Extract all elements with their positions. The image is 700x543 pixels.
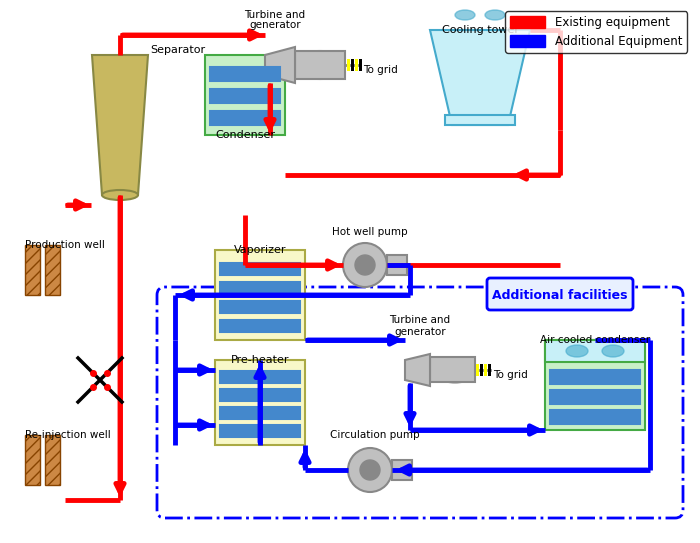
Circle shape bbox=[343, 243, 387, 287]
Ellipse shape bbox=[102, 190, 138, 200]
FancyBboxPatch shape bbox=[295, 51, 345, 79]
Ellipse shape bbox=[455, 10, 475, 20]
FancyBboxPatch shape bbox=[220, 425, 300, 437]
FancyBboxPatch shape bbox=[220, 371, 300, 383]
FancyBboxPatch shape bbox=[210, 67, 280, 81]
Polygon shape bbox=[265, 47, 295, 83]
Text: Turbine and: Turbine and bbox=[389, 315, 451, 325]
Polygon shape bbox=[488, 364, 491, 376]
Polygon shape bbox=[480, 364, 483, 376]
Polygon shape bbox=[484, 364, 487, 376]
Text: Separator: Separator bbox=[150, 45, 205, 55]
Ellipse shape bbox=[485, 10, 505, 20]
FancyBboxPatch shape bbox=[210, 89, 280, 103]
Text: Circulation pump: Circulation pump bbox=[330, 430, 420, 440]
Text: Air cooled condenser: Air cooled condenser bbox=[540, 335, 650, 345]
FancyBboxPatch shape bbox=[387, 255, 407, 275]
Ellipse shape bbox=[566, 345, 588, 357]
Text: Production well: Production well bbox=[25, 240, 105, 250]
Circle shape bbox=[360, 460, 380, 480]
FancyBboxPatch shape bbox=[220, 320, 300, 332]
Polygon shape bbox=[430, 30, 530, 125]
Text: Hot well pump: Hot well pump bbox=[332, 227, 408, 237]
Text: To grid: To grid bbox=[363, 65, 398, 75]
Circle shape bbox=[348, 448, 392, 492]
Polygon shape bbox=[476, 364, 479, 376]
Polygon shape bbox=[351, 59, 354, 71]
Text: Re-injection well: Re-injection well bbox=[25, 430, 111, 440]
FancyBboxPatch shape bbox=[392, 460, 412, 480]
Text: Cooling tower: Cooling tower bbox=[442, 25, 519, 35]
FancyBboxPatch shape bbox=[545, 340, 645, 362]
FancyBboxPatch shape bbox=[220, 389, 300, 401]
FancyBboxPatch shape bbox=[220, 407, 300, 419]
FancyBboxPatch shape bbox=[220, 282, 300, 294]
FancyBboxPatch shape bbox=[25, 435, 40, 485]
Text: generator: generator bbox=[249, 20, 301, 30]
FancyBboxPatch shape bbox=[220, 263, 300, 275]
Legend: Existing equipment, Additional Equipment: Existing equipment, Additional Equipment bbox=[505, 11, 687, 53]
FancyBboxPatch shape bbox=[430, 357, 475, 382]
Polygon shape bbox=[92, 55, 148, 195]
Text: Pre-heater: Pre-heater bbox=[231, 355, 289, 365]
Polygon shape bbox=[355, 59, 358, 71]
Text: To grid: To grid bbox=[493, 370, 528, 380]
FancyBboxPatch shape bbox=[550, 370, 640, 384]
FancyBboxPatch shape bbox=[550, 410, 640, 424]
FancyBboxPatch shape bbox=[45, 435, 60, 485]
FancyBboxPatch shape bbox=[205, 55, 285, 135]
Polygon shape bbox=[347, 59, 350, 71]
FancyBboxPatch shape bbox=[25, 245, 40, 295]
Ellipse shape bbox=[295, 51, 345, 79]
FancyBboxPatch shape bbox=[210, 111, 280, 125]
Circle shape bbox=[355, 255, 375, 275]
FancyBboxPatch shape bbox=[45, 245, 60, 295]
Polygon shape bbox=[359, 59, 362, 71]
FancyBboxPatch shape bbox=[550, 390, 640, 404]
Polygon shape bbox=[405, 354, 430, 386]
FancyBboxPatch shape bbox=[487, 278, 633, 310]
Ellipse shape bbox=[433, 357, 477, 382]
FancyBboxPatch shape bbox=[545, 340, 645, 430]
FancyBboxPatch shape bbox=[220, 301, 300, 313]
FancyBboxPatch shape bbox=[445, 115, 515, 125]
Text: Vaporizer: Vaporizer bbox=[234, 245, 286, 255]
Ellipse shape bbox=[602, 345, 624, 357]
Text: Additional facilities: Additional facilities bbox=[492, 288, 628, 301]
Text: generator: generator bbox=[394, 327, 446, 337]
Text: Condenser: Condenser bbox=[215, 130, 275, 140]
Text: Turbine and: Turbine and bbox=[244, 10, 306, 20]
FancyBboxPatch shape bbox=[215, 360, 305, 445]
FancyBboxPatch shape bbox=[215, 250, 305, 340]
